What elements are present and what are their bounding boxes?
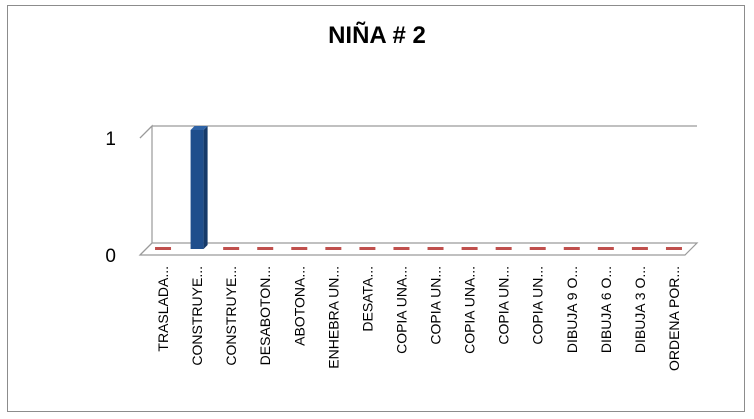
bar-zero (461, 247, 478, 250)
side-wall (139, 124, 153, 256)
bar-zero (563, 247, 580, 250)
x-tick-label: DESABOTON... (257, 266, 273, 365)
bar-zero (427, 247, 444, 250)
bar-zero (529, 247, 546, 250)
x-tick-label: DIBUJA 3 O... (632, 266, 648, 353)
chart-title: NIÑA # 2 (328, 22, 426, 49)
bar-zero (495, 247, 512, 250)
x-tick-label: COPIA UN... (530, 266, 546, 345)
bar-zero (257, 247, 274, 250)
bar-zero (155, 247, 172, 250)
x-tick-label: ORDENA POR... (666, 266, 682, 371)
x-tick-label: COPIA UN... (496, 266, 512, 345)
x-tick-label: DIBUJA 9 O... (564, 266, 580, 353)
x-tick-label: DESATA... (359, 266, 375, 332)
y-tick-label: 0 (105, 246, 116, 267)
bar-zero (359, 247, 376, 250)
x-tick-label: COPIA UN... (428, 266, 444, 345)
x-tick-label: COPIA UNA... (462, 266, 478, 354)
chart-frame (7, 5, 745, 412)
bar-zero (393, 247, 410, 250)
bar (190, 126, 208, 249)
bar-zero (325, 247, 342, 250)
bar-zero (597, 247, 614, 250)
x-tick-label: ABOTONA... (291, 266, 307, 346)
x-tick-label: CONSTRUYE... (223, 266, 239, 366)
bar-zero (665, 247, 682, 250)
bar-zero (631, 247, 648, 250)
floor (138, 242, 699, 256)
x-tick-label: TRASLADA... (155, 266, 171, 352)
bar-zero (223, 247, 240, 250)
gridline-side (139, 125, 153, 139)
x-tick-label: DIBUJA 6 O... (598, 266, 614, 353)
x-tick-label: COPIA UNA... (393, 266, 409, 354)
y-tick-label: 1 (105, 129, 116, 150)
bar-zero (291, 247, 308, 250)
x-tick-label: CONSTRUYE... (189, 266, 205, 366)
x-tick-label: ENHEBRA UN... (325, 266, 341, 369)
